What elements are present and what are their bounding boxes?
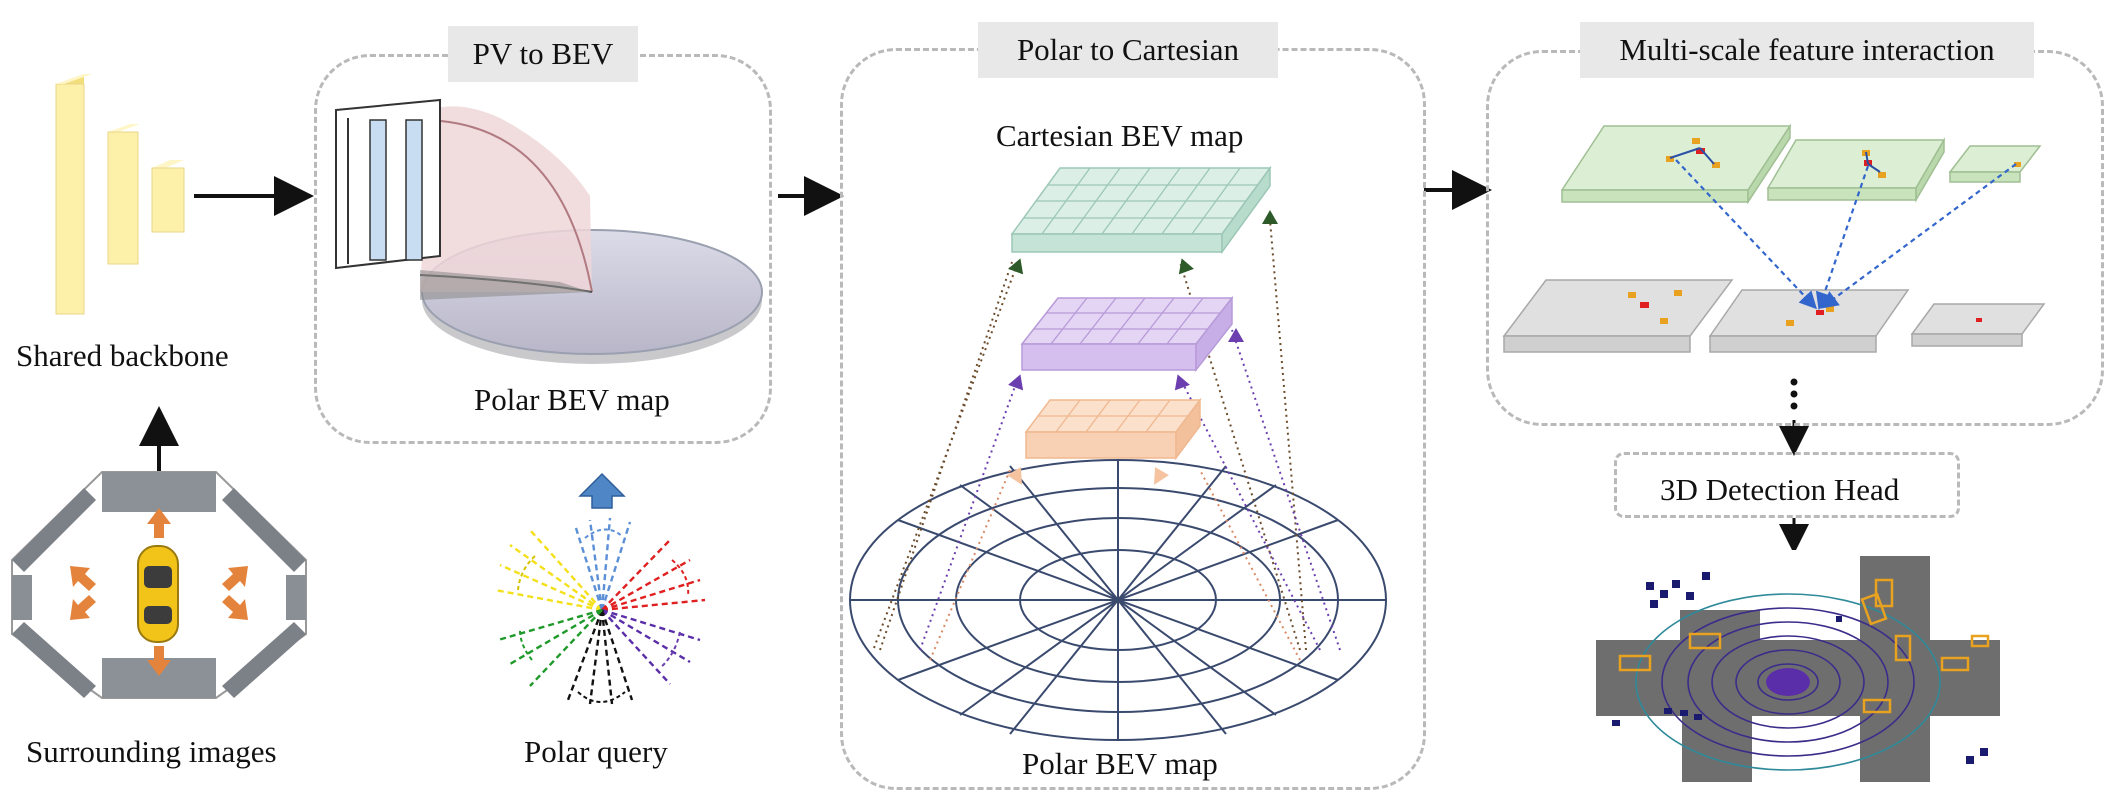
pv-polar-map-label: Polar BEV map: [474, 382, 670, 417]
polar-map-label: Polar BEV map: [1022, 746, 1218, 781]
polar-query-label: Polar query: [524, 734, 668, 769]
car-icon: [137, 545, 179, 643]
polar-to-cartesian-graphic: [849, 165, 1387, 741]
backbone-label: Shared backbone: [16, 338, 229, 373]
images-label: Surrounding images: [26, 734, 277, 769]
pv-to-bev-title: PV to BEV: [448, 26, 638, 82]
pv-to-bev-graphic: [335, 98, 763, 364]
multiscale-box: [1486, 50, 2104, 426]
polar-query-icon: [494, 472, 706, 705]
detection-head-box: [1614, 452, 1960, 518]
camera-view-icon: [11, 471, 307, 699]
backbone-icon: [55, 74, 185, 315]
detection-head-label: 3D Detection Head: [1660, 472, 1900, 507]
cartesian-map-label: Cartesian BEV map: [996, 118, 1244, 153]
multiscale-graphic: [1502, 123, 2046, 410]
multiscale-title: Multi-scale feature interaction: [1580, 22, 2034, 78]
polar-to-cartesian-title: Polar to Cartesian: [978, 22, 1278, 78]
polar-to-cartesian-box: [840, 48, 1426, 790]
point-cloud-icon: [1596, 550, 2000, 782]
